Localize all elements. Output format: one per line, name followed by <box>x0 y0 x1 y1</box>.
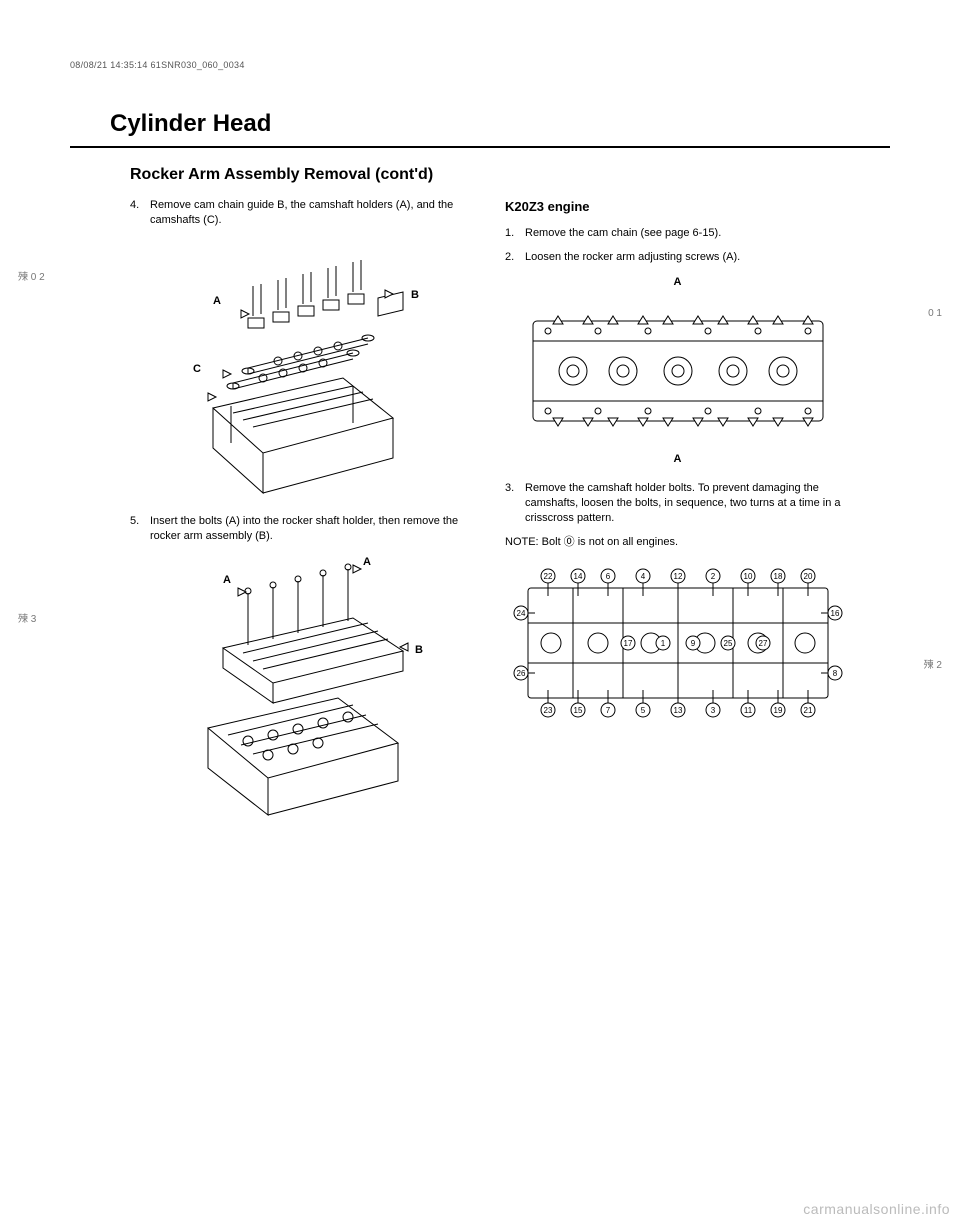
fig2-label-a2: A <box>363 556 371 568</box>
note-text: NOTE: Bolt ⓪ is not on all engines. <box>505 535 850 550</box>
figure-rocker-assembly-removal: A A B <box>130 553 475 823</box>
step-1: 1. Remove the cam chain (see page 6-15). <box>505 226 850 241</box>
right-column: K20Z3 engine 1. Remove the cam chain (se… <box>505 198 850 839</box>
figure-adjusting-screws <box>505 296 850 446</box>
step-text: Insert the bolts (A) into the rocker sha… <box>150 514 475 544</box>
step-4: 4. Remove cam chain guide B, the camshaf… <box>130 198 475 228</box>
svg-text:7: 7 <box>605 706 610 715</box>
svg-text:12: 12 <box>673 572 682 581</box>
step-number: 4. <box>130 198 144 228</box>
svg-text:25: 25 <box>723 639 732 648</box>
step-text: Remove the cam chain (see page 6-15). <box>525 226 721 241</box>
step-2: 2. Loosen the rocker arm adjusting screw… <box>505 250 850 265</box>
svg-text:3: 3 <box>710 706 715 715</box>
svg-text:16: 16 <box>830 609 839 618</box>
step-number: 2. <box>505 250 519 265</box>
fig2-label-a1: A <box>223 574 231 586</box>
svg-text:11: 11 <box>743 706 752 715</box>
margin-tag: 㱫 0 2 <box>18 268 45 283</box>
svg-text:6: 6 <box>605 572 610 581</box>
fig1-label-c: C <box>193 363 201 375</box>
margin-tag: 㱫 3 <box>18 610 36 625</box>
step-3: 3. Remove the camshaft holder bolts. To … <box>505 481 850 526</box>
margin-tag: 0 1 <box>928 308 942 319</box>
svg-text:4: 4 <box>640 572 645 581</box>
figure-bolt-sequence: 22 14 6 4 12 2 10 18 20 24 26 16 <box>505 558 850 728</box>
svg-text:17: 17 <box>623 639 632 648</box>
fig2-label-b: B <box>415 644 423 656</box>
svg-text:27: 27 <box>758 639 767 648</box>
svg-text:22: 22 <box>543 572 552 581</box>
svg-text:20: 20 <box>803 572 812 581</box>
fig3-label-bottom: A <box>505 452 850 467</box>
watermark: carmanualsonline.info <box>803 1201 950 1217</box>
page-container: 08/08/21 14:35:14 61SNR030_060_0034 Cyli… <box>70 60 890 1150</box>
svg-text:18: 18 <box>773 572 782 581</box>
fig3-label-top: A <box>505 275 850 290</box>
engine-subheading: K20Z3 engine <box>505 198 850 216</box>
divider <box>70 146 890 148</box>
svg-text:9: 9 <box>690 639 695 648</box>
chapter-title: Cylinder Head <box>110 110 890 138</box>
step-number: 1. <box>505 226 519 241</box>
svg-text:14: 14 <box>573 572 582 581</box>
print-metadata: 08/08/21 14:35:14 61SNR030_060_0034 <box>70 60 890 70</box>
step-number: 3. <box>505 481 519 526</box>
svg-text:21: 21 <box>803 706 812 715</box>
svg-text:19: 19 <box>773 706 782 715</box>
two-column-layout: 4. Remove cam chain guide B, the camshaf… <box>70 198 890 839</box>
svg-text:2: 2 <box>710 572 715 581</box>
step-number: 5. <box>130 514 144 544</box>
svg-text:23: 23 <box>543 706 552 715</box>
fig1-label-a: A <box>213 295 221 307</box>
svg-text:24: 24 <box>516 609 525 618</box>
svg-text:26: 26 <box>516 669 525 678</box>
left-column: 4. Remove cam chain guide B, the camshaf… <box>130 198 475 839</box>
svg-text:13: 13 <box>673 706 682 715</box>
svg-text:5: 5 <box>640 706 645 715</box>
step-5: 5. Insert the bolts (A) into the rocker … <box>130 514 475 544</box>
svg-text:1: 1 <box>660 639 665 648</box>
section-title: Rocker Arm Assembly Removal (cont'd) <box>130 166 890 184</box>
fig1-label-b: B <box>411 289 419 301</box>
figure-camshaft-removal: A B C <box>130 238 475 498</box>
svg-text:8: 8 <box>832 669 837 678</box>
step-text: Remove the camshaft holder bolts. To pre… <box>525 481 850 526</box>
margin-tag: 㱫 2 <box>924 656 942 671</box>
step-text: Loosen the rocker arm adjusting screws (… <box>525 250 740 265</box>
svg-text:10: 10 <box>743 572 752 581</box>
step-text: Remove cam chain guide B, the camshaft h… <box>150 198 475 228</box>
svg-text:15: 15 <box>573 706 582 715</box>
